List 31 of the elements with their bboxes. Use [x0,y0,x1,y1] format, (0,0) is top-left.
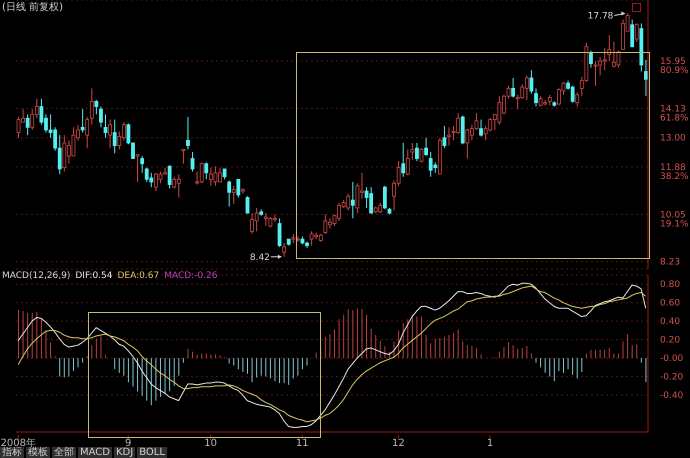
y-tick-label: 11.88 38.2% [660,162,690,182]
y-tick-label: 0.80 [660,280,680,290]
y-tick-label: 8.23 [660,258,680,268]
y-tick-label: 0.20 [660,336,680,346]
y-tick-label: 0.40 [660,317,680,328]
text: KDJ [114,447,136,458]
text: BOLL [137,447,167,458]
chart-title: MACD(12,26,9) [2,271,70,281]
text: DEA:0.67 [118,271,160,281]
x-tick-label: 9 [125,438,132,449]
text: 全部 [52,447,76,458]
x-tick-label: 10 [204,438,218,449]
x-tick-label: 11 [296,438,309,449]
text: 指标 [0,447,24,458]
x-tick-label: 12 [392,438,405,449]
annotation: 17.78 [588,12,614,22]
text: MACD [78,447,112,458]
annotation: MACD:-0.26 [164,271,218,281]
chart-title: (日线 前复权) [2,0,63,14]
y-tick-label: -0.40 [660,391,684,402]
annotation: 8.42 [250,252,270,263]
y-tick-label: 13.00 [660,134,686,144]
text: 模板 [26,447,50,458]
y-tick-label: -0.00 [660,354,684,364]
y-tick-label: 14.13 61.8% [660,104,690,124]
y-tick-label: 0.60 [660,298,680,309]
text: DIF:0.54 [75,271,112,281]
x-tick-label: 1 [486,438,494,449]
y-tick-label: 10.05 19.1% [660,210,690,230]
y-tick-label: -0.20 [660,372,684,383]
y-tick-label: 15.95 80.9% [660,57,690,76]
